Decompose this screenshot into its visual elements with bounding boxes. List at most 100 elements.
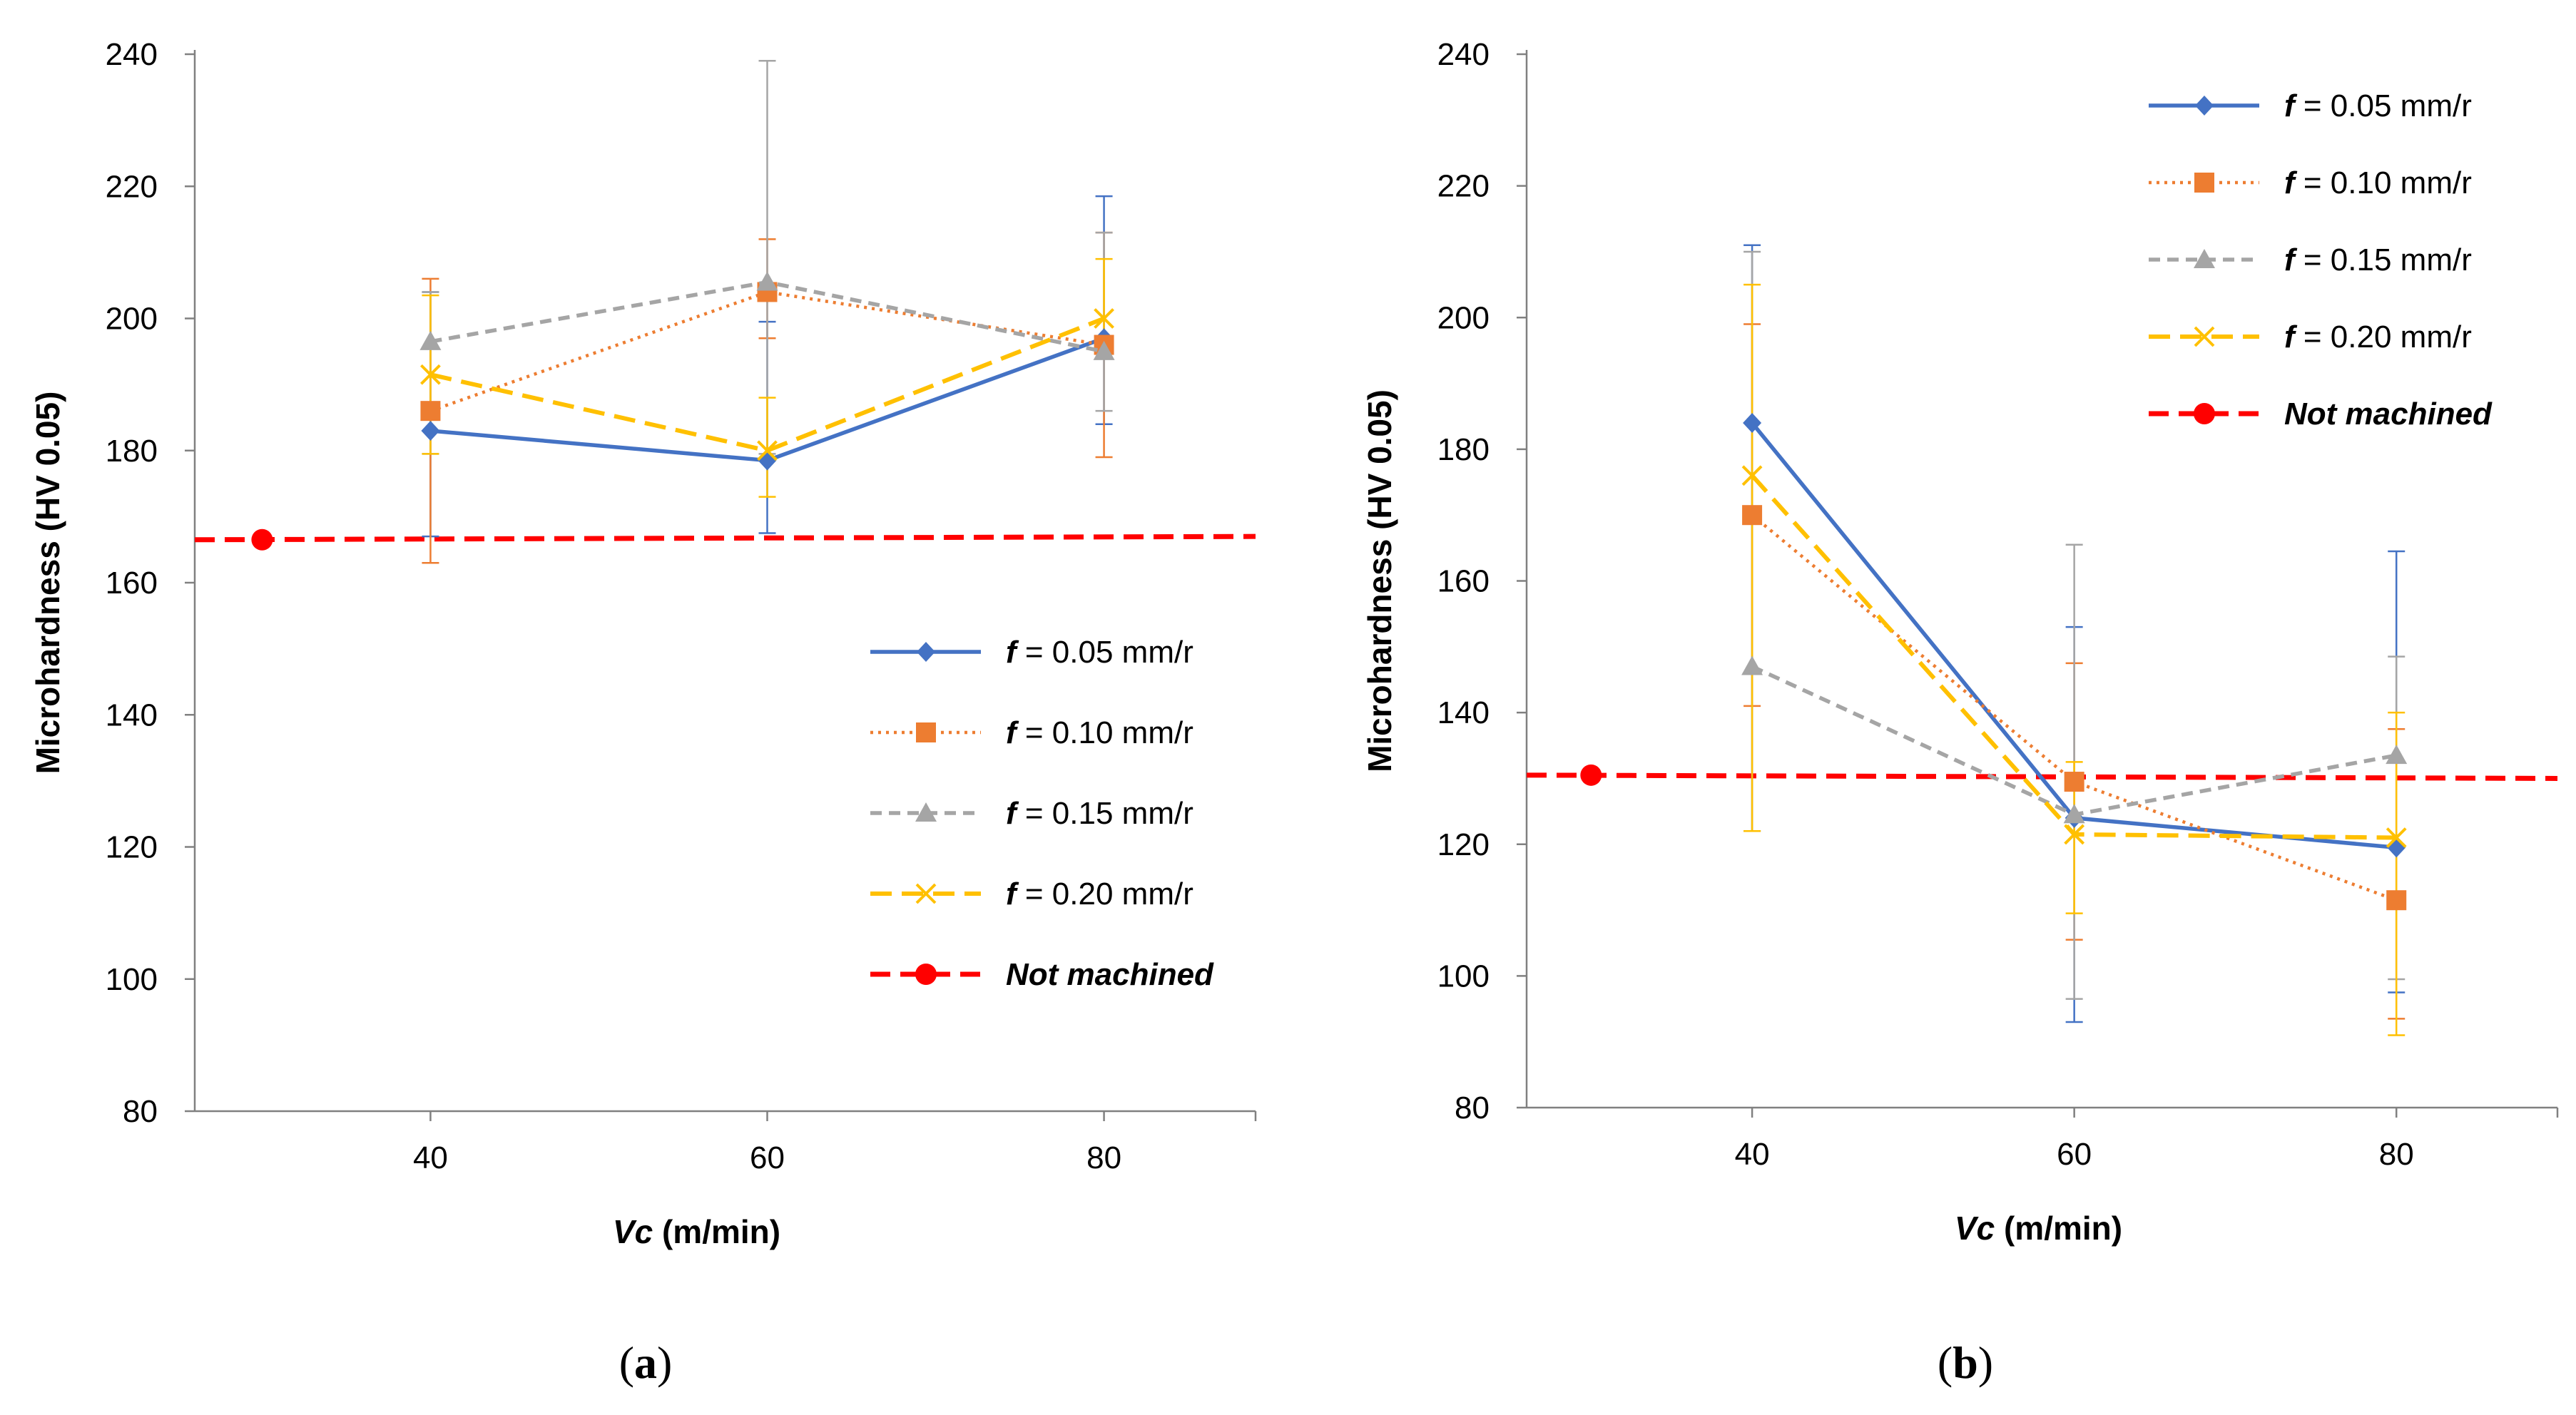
x-tick-label: 80 [2379, 1137, 2414, 1172]
legend-label: Not machined [2284, 397, 2493, 431]
data-point [419, 330, 442, 350]
x-axis-label: Vc (m/min) [613, 1213, 780, 1250]
y-tick-label: 160 [106, 566, 158, 601]
series-line [429, 290, 1104, 413]
data-point [2386, 890, 2407, 911]
chart-b: 80 100 120 140 160 180 200 220 240 40 60 80 Vc (m/mi… [1361, 37, 2559, 1388]
error-bar [1743, 283, 1761, 832]
reference-point [251, 528, 273, 551]
legend-item: f = 0.20 mm/r [870, 877, 1193, 911]
y-axis-label: Microhardness (HV 0.05) [1361, 389, 1398, 772]
data-point [1741, 465, 1763, 486]
legend-label-var: f [2284, 242, 2298, 277]
data-point [420, 401, 441, 422]
data-point [420, 364, 441, 385]
data-point [2386, 745, 2408, 765]
legend-marker [2194, 249, 2215, 268]
y-tick-label: 180 [1437, 432, 1490, 467]
legend-item: f = 0.15 mm/r [870, 796, 1193, 831]
data-point [2387, 837, 2406, 858]
y-tick-label: 140 [1437, 695, 1490, 730]
x-tick-label: 60 [2057, 1137, 2092, 1172]
y-tick-label: 80 [1455, 1090, 1490, 1125]
legend-item: f = 0.20 mm/r [2149, 320, 2472, 354]
y-tick-label: 220 [1437, 169, 1490, 204]
error-bar [758, 397, 776, 498]
data-point [1742, 505, 1763, 526]
legend-label: Not machined [1006, 957, 1214, 992]
legend-item: Not machined [870, 957, 1214, 992]
y-tick-label: 220 [106, 169, 158, 204]
legend-marker [2194, 326, 2215, 347]
reference-point [1580, 764, 1602, 786]
legend: f = 0.05 mm/rf = 0.10 mm/rf = 0.15 mm/rf… [2149, 88, 2493, 431]
legend-marker [916, 722, 936, 742]
data-point [2064, 824, 2085, 845]
data-point [757, 440, 778, 461]
error-bar [2388, 711, 2406, 1036]
legend-label-value: = 0.20 mm/r [2295, 320, 2472, 354]
legend-marker [2194, 403, 2215, 424]
legend-label: f = 0.10 mm/r [1006, 715, 1193, 750]
x-axis-label-var: Vc [613, 1213, 653, 1250]
y-tick-label: 240 [1437, 37, 1490, 72]
data-point [2064, 772, 2084, 792]
y-tick-label: 200 [106, 302, 158, 337]
y-tick-label: 80 [123, 1094, 158, 1129]
legend-label: f = 0.10 mm/r [2284, 165, 2472, 200]
y-tick-label: 140 [106, 698, 158, 732]
legend-label-var: f [1006, 796, 1019, 831]
panel-label: (b) [1938, 1337, 1993, 1388]
x-tick-label: 80 [1086, 1140, 1121, 1175]
legend-marker [915, 802, 937, 822]
x-axis-label: Vc (m/min) [1955, 1210, 2122, 1247]
panel-label-letter: a [634, 1337, 657, 1388]
x-axis-label-var: Vc [1955, 1210, 1995, 1247]
legend-label-var: f [1006, 715, 1019, 750]
legend-label-var: f [1006, 635, 1019, 670]
x-tick-label: 60 [750, 1140, 785, 1175]
x-axis-label-unit: (m/min) [1995, 1210, 2122, 1247]
legend-marker [2194, 173, 2214, 193]
data-point [1741, 655, 1763, 675]
legend-item: f = 0.10 mm/r [2149, 165, 2472, 200]
legend-label: f = 0.20 mm/r [2284, 320, 2472, 354]
data-point [756, 271, 778, 291]
legend-item: Not machined [2149, 397, 2493, 431]
panel-label-open: ( [1938, 1337, 1953, 1388]
legend-label-value: = 0.10 mm/r [1017, 715, 1193, 750]
data-point [421, 420, 440, 441]
legend-label: f = 0.05 mm/r [1006, 635, 1193, 670]
x-tick-label: 40 [413, 1140, 448, 1175]
legend-label-var: f [1006, 877, 1019, 911]
legend-item: f = 0.15 mm/r [2149, 242, 2472, 277]
reference-line [194, 533, 1256, 543]
panel-label-open: ( [619, 1337, 634, 1388]
y-axis-label: Microhardness (HV 0.05) [29, 392, 66, 775]
panel-label-close: ) [1978, 1337, 1993, 1388]
legend-label-var: f [2284, 88, 2298, 123]
legend-label: f = 0.15 mm/r [2284, 242, 2472, 277]
y-tick-label: 240 [106, 37, 158, 72]
legend-label-var: f [2284, 320, 2298, 354]
legend-item: f = 0.05 mm/r [870, 635, 1193, 670]
legend-marker [915, 883, 937, 904]
x-tick-label: 40 [1735, 1137, 1770, 1172]
x-axis-label-unit: (m/min) [653, 1213, 780, 1250]
legend-label-var: f [2284, 165, 2298, 200]
y-tick-label: 180 [106, 434, 158, 469]
y-tick-label: 200 [1437, 300, 1490, 335]
y-tick-label: 100 [1437, 959, 1490, 993]
y-tick-label: 100 [106, 962, 158, 997]
series-line [429, 316, 1105, 453]
data-point [2063, 804, 2085, 824]
legend-label-value: = 0.05 mm/r [2295, 88, 2472, 123]
legend-marker [915, 964, 937, 985]
y-tick-label: 160 [1437, 564, 1490, 599]
legend-label: f = 0.15 mm/r [1006, 796, 1193, 831]
legend-label: f = 0.05 mm/r [2284, 88, 2472, 123]
panel-label: (a) [619, 1337, 673, 1388]
legend-label-value: = 0.10 mm/r [2295, 165, 2472, 200]
data-point [1094, 308, 1114, 329]
y-tick-label: 120 [106, 830, 158, 865]
